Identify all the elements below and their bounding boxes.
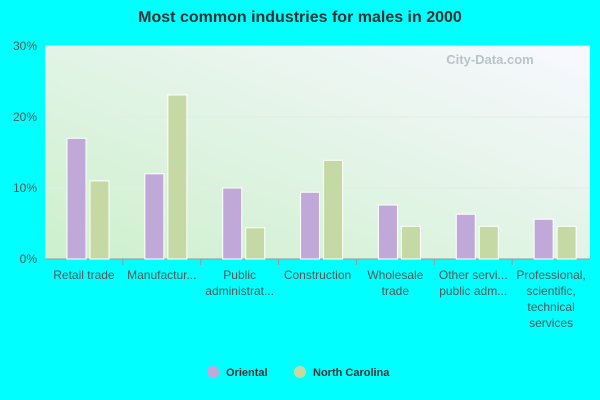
watermark: City-Data.com [446,52,533,67]
bar [377,204,398,260]
y-tick-label: 0% [20,252,38,266]
bar [478,225,499,260]
y-tick-label: 20% [13,110,37,124]
bar [89,180,110,260]
bar [300,191,321,260]
bar [323,159,344,260]
legend-label: North Carolina [313,367,390,379]
x-tick-label-line: Construction [284,268,351,282]
x-tick-label: Other servi... public adm... [439,268,508,298]
legend-swatch [207,366,219,378]
bar [144,173,165,260]
x-tick-label-line: trade [382,284,410,298]
x-tick-label: Professional, scientific, technical service… [516,268,585,330]
y-tick-label: 10% [13,181,37,195]
x-tick-label-line: administrat... [205,284,274,298]
x-tick-label-line: Public [223,268,256,282]
x-tick-label-line: Professional, [516,268,585,282]
bar [245,227,266,260]
bar [455,213,476,260]
x-tick-label-line: services [529,316,573,330]
bar [533,218,554,260]
x-tick-label-line: Other servi... [439,268,508,282]
x-tick-label: Wholesale trade [367,268,423,298]
bar [66,137,87,260]
bar [222,187,243,260]
legend-label: Oriental [226,367,268,379]
legend-swatch [294,366,306,378]
x-tick-label-line: Wholesale [367,268,423,282]
x-tick-label-line: Retail trade [53,268,115,282]
x-tick-label-line: scientific, [526,284,575,298]
bar [167,94,188,260]
x-tick-label: Public administrat... [205,268,274,298]
x-tick-label: Retail trade [53,268,115,282]
chart-title: Most common industries for males in 2000 [138,9,462,26]
bar [400,225,421,260]
bar [556,225,577,260]
y-tick-label: 30% [13,39,37,53]
x-tick-label-line: public adm... [439,284,507,298]
x-tick-label-line: Manufactur... [127,268,196,282]
x-tick-label-line: technical [527,300,574,314]
x-tick-label: Manufactur... [127,268,196,282]
x-tick-label: Construction [284,268,351,282]
